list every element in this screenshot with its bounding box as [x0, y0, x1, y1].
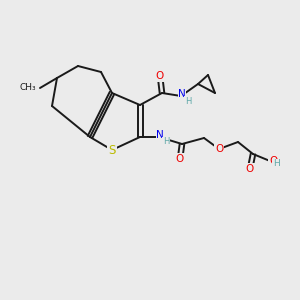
- Text: O: O: [176, 154, 184, 164]
- Text: N: N: [156, 130, 164, 140]
- Text: H: H: [273, 160, 279, 169]
- Text: O: O: [156, 71, 164, 81]
- Text: S: S: [108, 143, 116, 157]
- Text: O: O: [246, 164, 254, 174]
- Text: H: H: [163, 137, 169, 146]
- Text: O: O: [269, 156, 277, 166]
- Text: O: O: [215, 144, 223, 154]
- Text: N: N: [178, 89, 186, 99]
- Text: CH₃: CH₃: [20, 83, 36, 92]
- Text: H: H: [185, 97, 191, 106]
